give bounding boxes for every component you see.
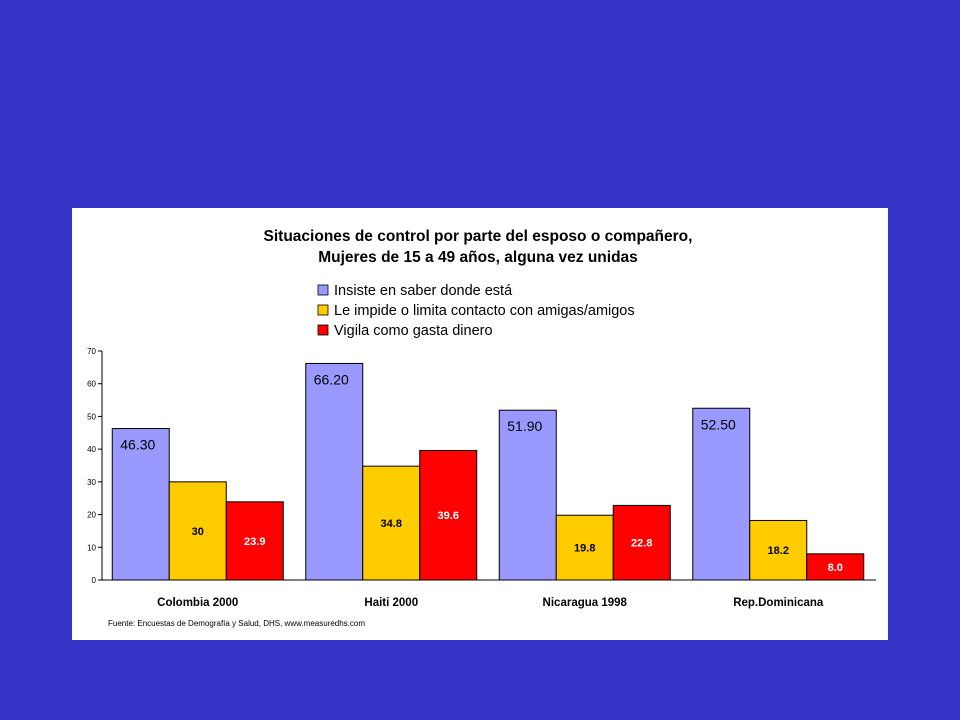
data-label: 46.30 xyxy=(120,437,155,453)
bar-3-1 xyxy=(225,501,284,581)
source-note: Fuente: Encuestas de Demografía y Salud,… xyxy=(108,619,365,628)
data-label: 8.0 xyxy=(828,562,843,574)
category-label-1: Colombia 2000 xyxy=(157,597,238,609)
bar-2-1 xyxy=(168,481,227,581)
legend-swatch-3 xyxy=(317,324,329,336)
bar-3-4 xyxy=(806,553,865,581)
data-label: 19.8 xyxy=(574,543,595,555)
data-label: 23.9 xyxy=(244,536,265,548)
bar-chart: Situaciones de control por parte del esp… xyxy=(87,228,876,628)
bar-1-4 xyxy=(692,407,751,581)
chart-title-line-2: Mujeres de 15 a 49 años, alguna vez unid… xyxy=(318,249,638,266)
y-tick-label: 10 xyxy=(87,543,96,552)
data-label: 18.2 xyxy=(768,545,789,557)
bar-1-2 xyxy=(305,362,364,581)
bar-1-1 xyxy=(111,428,170,581)
legend-swatch-1 xyxy=(317,284,329,296)
category-label-3: Nicaragua 1998 xyxy=(543,597,628,609)
y-tick-label: 30 xyxy=(87,478,96,487)
chart-title-line-1: Situaciones de control por parte del esp… xyxy=(264,228,693,245)
y-tick-label: 40 xyxy=(87,445,96,454)
legend-swatch-2 xyxy=(317,304,329,316)
bar-1-3 xyxy=(498,409,557,581)
category-label-2: Haiti 2000 xyxy=(364,597,418,609)
bar-2-2 xyxy=(362,465,421,581)
y-tick-label: 70 xyxy=(87,347,96,356)
category-labels: Colombia 2000 Haiti 2000 Nicaragua 1998 Rep… xyxy=(157,597,824,609)
legend-label-2: Le impide o limita contacto con amigas/a… xyxy=(334,303,635,319)
category-label-4: Rep.Dominicana xyxy=(733,597,824,609)
data-label: 30 xyxy=(192,526,204,538)
legend: Insiste en saber donde está Le impide o l… xyxy=(317,283,635,339)
y-tick-label: 20 xyxy=(87,511,96,520)
data-label: 52.50 xyxy=(701,416,736,432)
legend-label-3: Vigila como gasta dinero xyxy=(334,323,493,339)
bar-3-3 xyxy=(612,504,671,581)
y-tick-label: 50 xyxy=(87,412,96,421)
data-label: 51.90 xyxy=(507,418,542,434)
y-tick-label: 0 xyxy=(92,576,97,585)
data-label: 34.8 xyxy=(381,518,402,530)
y-tick-label: 60 xyxy=(87,380,96,389)
bar-3-2 xyxy=(419,449,478,581)
data-label: 39.6 xyxy=(438,510,459,522)
data-label: 22.8 xyxy=(631,538,652,550)
chart-panel: Situaciones de control por parte del esp… xyxy=(72,208,888,640)
legend-label-1: Insiste en saber donde está xyxy=(334,283,513,299)
bar-2-4 xyxy=(749,519,808,581)
data-label: 66.20 xyxy=(314,371,349,387)
bars: 46.30 30 23.9 66.20 34.8 39.6 51.90 19.8 22.8 52.… xyxy=(111,362,865,581)
